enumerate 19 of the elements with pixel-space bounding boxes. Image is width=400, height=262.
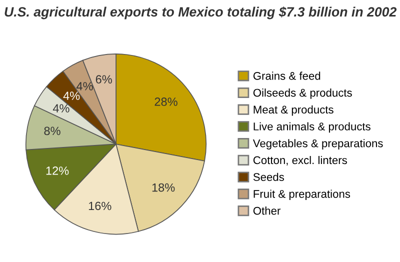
legend-label: Other (253, 206, 280, 215)
data-label: 12% (46, 166, 69, 175)
legend-label: Oilseeds & products (253, 88, 352, 99)
data-label: 28% (154, 98, 178, 106)
legend-label: Live animals & products (254, 122, 370, 133)
legend-label: Fruit & preparations (254, 190, 350, 200)
data-label: 4% (52, 104, 70, 112)
legend-label: Seeds (253, 172, 284, 181)
legend-label: Cotton, excl. linters (253, 156, 347, 166)
legend-label: Meat & products (254, 105, 334, 116)
data-label: 8% (44, 126, 60, 136)
legend-label: Grains & feed (253, 72, 320, 80)
data-label: 18% (152, 183, 175, 192)
data-label: 16% (88, 202, 112, 210)
data-label: 4% (76, 82, 93, 90)
data-label: 6% (96, 75, 112, 84)
data-label: 4% (63, 92, 80, 100)
legend-label: Vegetables & preparations (252, 139, 383, 150)
chart-title: U.S. agricultural exports to Mexico totaling $7.3 billion in 2002 (4, 6, 397, 20)
